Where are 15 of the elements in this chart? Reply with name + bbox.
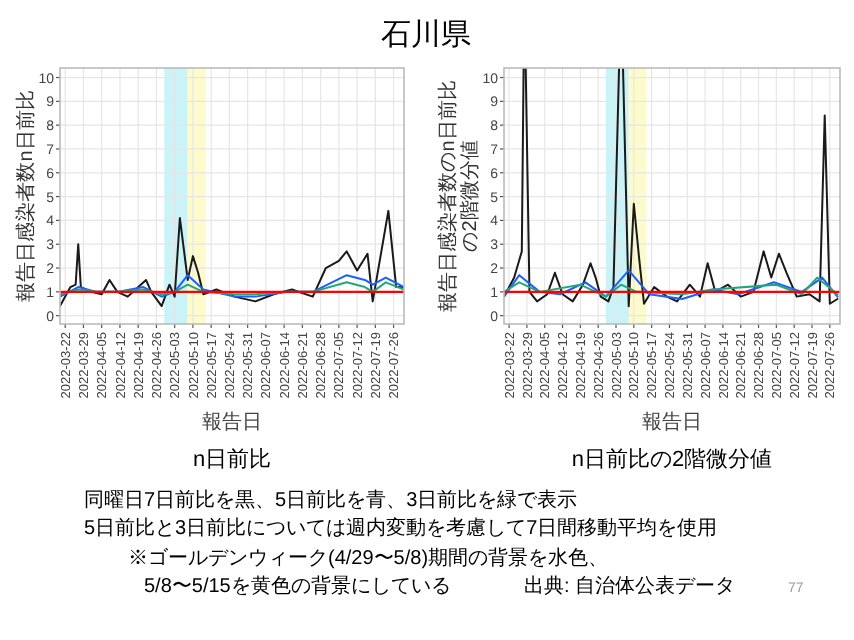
x-axis-title: 報告日 [642,410,702,434]
text: 5/8〜5/15を黄色の背景にしている [144,574,451,598]
text: 5日前比と3日前比については週内変動を考慮して7日間移動平均を使用 [84,516,718,540]
text: ※ゴールデンウィーク(4/29〜5/8)期間の背景を水色、 [128,546,609,570]
line-series [504,276,839,298]
text: n日前比 [192,446,272,472]
y-axis-title: 報告日感染者数n日前比 [14,90,38,302]
text: 石川県 [381,18,471,52]
text: n日前比の2階微分値 [571,446,773,472]
x-axis-title: 報告日 [202,410,262,434]
y-axis-title: 報告日感染者数のn日前比の2階微分値 [436,80,482,312]
source-note: 出典: 自治体公表データ [524,574,736,598]
text: 同曜日7日前比を黒、5日前比を青、3日前比を緑で表示 [84,488,578,512]
line-series [60,209,404,308]
line-series [504,269,839,300]
